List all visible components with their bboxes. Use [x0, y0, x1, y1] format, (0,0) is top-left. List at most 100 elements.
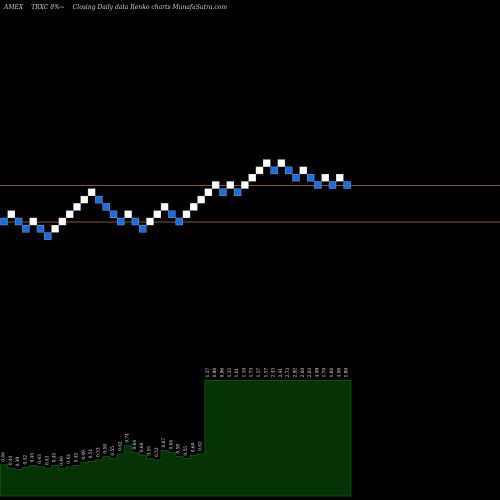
volume-label: 0.43	[38, 454, 43, 464]
volume-label: 1.61	[235, 368, 240, 378]
volume-label: 1.80	[345, 368, 350, 378]
brick-down	[95, 195, 103, 204]
description-label: Closing Daily data Renko charts MunafaSu…	[73, 4, 228, 11]
brick-down	[292, 173, 300, 182]
brick-up	[146, 217, 154, 226]
brick-up	[124, 210, 132, 218]
volume-label: 0.64	[169, 440, 174, 450]
brick-up	[160, 203, 169, 211]
volume-label: 0.60	[191, 442, 196, 452]
brick-up	[241, 181, 249, 189]
brick-up	[73, 203, 81, 211]
volume-panel	[0, 380, 352, 497]
brick-up	[58, 217, 67, 226]
volume-label: 1.70	[323, 368, 328, 378]
brick-up	[226, 181, 235, 189]
brick-up	[190, 203, 198, 211]
brick-down	[109, 210, 118, 218]
brick-up	[7, 210, 16, 218]
brick-down	[14, 217, 23, 226]
brick-down	[102, 203, 110, 211]
volume-label: 0.67	[162, 438, 167, 448]
volume-label: 0.55	[184, 446, 189, 456]
volume-label: 1.84	[330, 368, 335, 378]
brick-up	[29, 217, 37, 226]
brick-up	[197, 195, 205, 204]
volume-label: 0.40	[60, 456, 65, 466]
volume-label: 1.35	[228, 368, 233, 378]
volume-label: 2.73	[286, 368, 291, 378]
volume-label: 2.43	[272, 368, 277, 378]
volume-label: 0.74	[126, 433, 131, 443]
volume-label: 0.96	[213, 368, 218, 378]
brick-down	[219, 188, 227, 197]
brick-up	[263, 159, 271, 167]
volume-label: 2.63	[308, 368, 313, 378]
volume-label: 0.43	[67, 454, 72, 464]
brick-down	[44, 232, 52, 240]
brick-down	[22, 225, 30, 233]
brick-down	[285, 166, 293, 175]
volume-label: 0.42	[23, 455, 28, 465]
volume-label: 0.46	[2, 452, 7, 462]
volume-label: 0.55	[148, 446, 153, 456]
brick-up	[65, 210, 74, 218]
brick-up	[336, 173, 344, 182]
horizontal-lines	[0, 185, 500, 223]
brick-down	[138, 225, 147, 233]
volume-label: 0.64	[133, 440, 138, 450]
brick-up	[299, 166, 307, 175]
symbol-label: TRXC 8%~	[31, 4, 65, 11]
volume-area	[0, 380, 352, 497]
renko-bricks	[0, 159, 351, 240]
volume-label: 0.58	[177, 444, 182, 454]
volume-label: 0.39	[16, 457, 21, 467]
brick-down	[168, 210, 176, 218]
brick-up	[204, 188, 213, 197]
volume-label: 0.96	[221, 368, 226, 378]
brick-up	[153, 210, 162, 218]
volume-label: 4.00	[337, 368, 342, 378]
brick-down	[117, 217, 125, 226]
brick-up	[255, 166, 264, 175]
brick-up	[182, 210, 191, 218]
volume-label: 2.92	[294, 368, 299, 378]
volume-label: 0.62	[199, 441, 204, 451]
brick-up	[211, 181, 220, 189]
volume-label: 0.41	[9, 455, 14, 465]
brick-up	[277, 159, 286, 167]
chart-header: AMEX TRXC 8%~ Closing Daily data Renko c…	[3, 4, 227, 11]
volume-label: 0.49	[82, 450, 87, 460]
volume-label: 1.57	[264, 368, 269, 378]
brick-down	[36, 225, 45, 233]
brick-down	[175, 217, 183, 226]
volume-labels: 0.46 0.41 0.39 0.42 0.45 0.43 0.41 0.45 0.40 0.43…	[2, 368, 350, 467]
brick-up	[87, 188, 96, 197]
volume-label: 0.45	[31, 453, 36, 463]
brick-down	[306, 173, 315, 182]
volume-label: 0.45	[53, 453, 58, 463]
volume-label: 0.60	[140, 442, 145, 452]
brick-up	[248, 173, 256, 182]
volume-label: 1.17	[206, 368, 211, 378]
brick-down	[233, 188, 242, 197]
brick-down	[270, 166, 278, 175]
exchange-label: AMEX	[3, 4, 24, 11]
volume-label: 0.62	[118, 441, 123, 451]
volume-label: 0.53	[96, 447, 101, 457]
brick-up	[321, 173, 329, 182]
volume-label: 1.10	[242, 368, 247, 378]
volume-label: 0.41	[45, 455, 50, 465]
brick-up	[51, 225, 59, 233]
volume-label: 1.73	[250, 368, 255, 378]
brick-down	[131, 217, 140, 226]
volume-label: 0.58	[104, 444, 109, 454]
volume-label: 4.09	[315, 368, 320, 378]
volume-label: 2.60	[301, 368, 306, 378]
brick-down	[0, 217, 8, 226]
brick-up	[80, 195, 89, 204]
volume-label: 1.57	[257, 368, 262, 378]
volume-label: 2.41	[279, 368, 284, 378]
volume-label: 0.53	[155, 447, 160, 457]
